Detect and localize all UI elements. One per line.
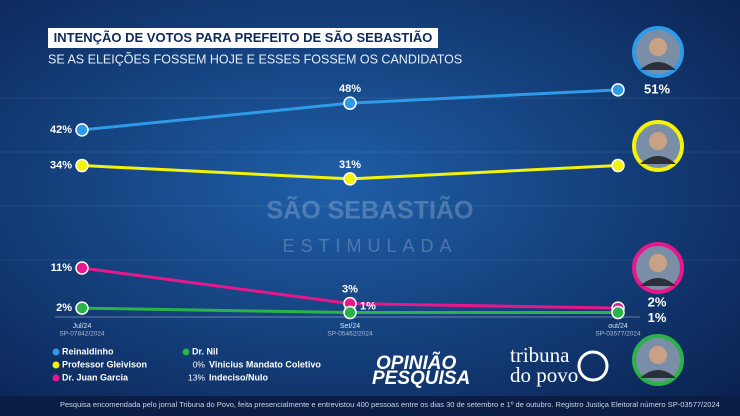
series-point xyxy=(75,301,89,315)
title-box xyxy=(48,28,438,48)
photo-head xyxy=(649,38,667,56)
logo-right: do povo xyxy=(510,363,578,387)
series-point xyxy=(343,305,357,320)
logo-icon xyxy=(577,350,609,382)
data-label: 42% xyxy=(50,124,72,136)
legend-label: Dr. Juan Garcia xyxy=(62,372,129,382)
series-point xyxy=(611,305,625,320)
legend-label: Indeciso/Nulo xyxy=(209,372,269,382)
legend-swatch xyxy=(52,374,60,382)
legend-swatch xyxy=(52,361,60,369)
logo-left: PESQUISA xyxy=(372,368,470,389)
series-point xyxy=(611,158,625,173)
series-point xyxy=(343,96,357,110)
legend-value: 13% xyxy=(188,372,205,382)
data-label: 51% xyxy=(644,81,670,96)
legend-swatch xyxy=(182,348,190,356)
data-label: 11% xyxy=(51,262,73,274)
series-point xyxy=(343,172,357,186)
x-tick-label: Set/24 xyxy=(340,323,360,330)
x-tick-note: SP-07842/2024 xyxy=(59,331,105,338)
decor-lines xyxy=(0,97,740,261)
data-label: 2% xyxy=(56,302,72,314)
legend-label: Professor Gleivison xyxy=(62,359,147,369)
data-label: 1% xyxy=(648,310,667,325)
watermark: SÃO SEBASTIÃO xyxy=(267,195,474,225)
chart-subtitle: SE AS ELEIÇÕES FOSSEM HOJE E ESSES FOSSE… xyxy=(48,51,462,66)
legend-value: 0% xyxy=(193,359,206,369)
data-label: 2% xyxy=(648,295,667,310)
series-point xyxy=(75,123,89,137)
x-tick-label: out/24 xyxy=(608,323,628,330)
legend-label: Vinicius Mandato Coletivo xyxy=(209,359,321,369)
series-point xyxy=(611,83,625,97)
x-tick-label: Jul/24 xyxy=(73,323,92,330)
logo-right: tribuna xyxy=(510,343,570,367)
photo-body xyxy=(640,156,676,164)
watermark-sub: ESTIMULADA xyxy=(282,236,457,256)
series-point xyxy=(75,261,89,275)
x-tick-note: SP-03577/2024 xyxy=(595,331,641,338)
data-label: 48% xyxy=(339,83,361,95)
footer: Pesquisa encomendada pelo jornal Tribuna… xyxy=(60,400,720,409)
data-label: 31% xyxy=(339,159,361,171)
x-tick-note: SP-05462/2024 xyxy=(327,331,373,338)
series-point xyxy=(75,158,89,173)
photo-body xyxy=(640,278,676,286)
data-label: 34% xyxy=(50,159,72,171)
photo-head xyxy=(649,346,667,364)
data-label: 1% xyxy=(360,300,376,312)
logo-left: OPINIÃO xyxy=(376,352,456,374)
photo-head xyxy=(649,254,667,272)
data-label: 3% xyxy=(342,284,358,296)
chart-title: INTENÇÃO DE VOTOS PARA PREFEITO DE SÃO S… xyxy=(54,30,433,45)
footer-bar xyxy=(0,396,740,416)
legend-swatch xyxy=(52,348,60,356)
photo-body xyxy=(640,370,676,378)
photo-head xyxy=(649,132,667,150)
photo-body xyxy=(640,62,676,70)
legend-label: Dr. Nil xyxy=(192,346,218,356)
legend-label: Reinaldinho xyxy=(62,346,114,356)
